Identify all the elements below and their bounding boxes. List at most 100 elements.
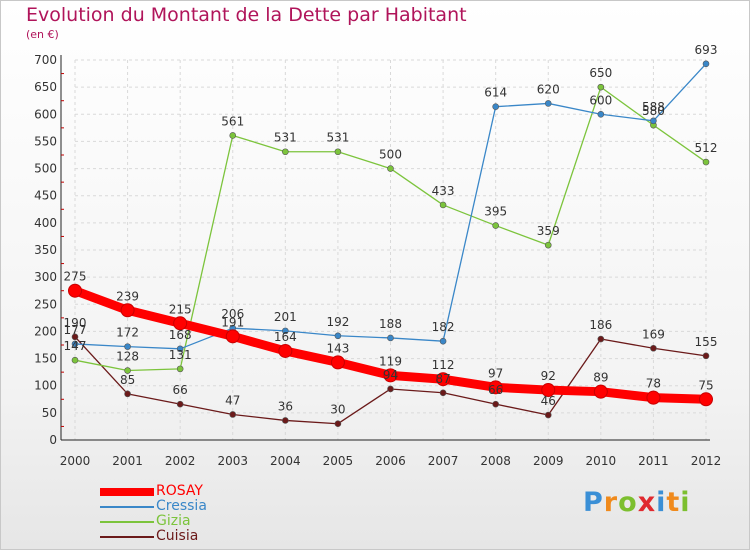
y-tick-label: 0: [49, 433, 57, 447]
data-point-cressia: [597, 110, 605, 118]
data-point-cressia: [439, 337, 447, 345]
y-tick-label: 650: [34, 80, 57, 94]
data-point-rosay: [225, 329, 240, 344]
legend-item-gizia: Gizia: [100, 514, 207, 529]
y-tick-label: 50: [42, 406, 57, 420]
x-tick-label: 2010: [586, 454, 617, 468]
data-point-gizia: [702, 158, 710, 166]
data-label-rosay: 92: [541, 369, 556, 383]
x-tick-label: 2005: [323, 454, 354, 468]
x-tick-label: 2007: [428, 454, 459, 468]
data-label-cressia: 172: [116, 326, 139, 340]
data-label-cuisia: 155: [695, 335, 718, 349]
data-label-gizia: 128: [116, 350, 139, 364]
data-point-cuisia: [176, 400, 184, 408]
data-point-gizia: [492, 222, 499, 229]
y-tick-label: 100: [34, 379, 57, 393]
data-label-gizia: 147: [64, 339, 87, 353]
data-point-rosay: [699, 392, 713, 407]
data-point-rosay: [436, 372, 451, 387]
data-label-cressia: 600: [589, 93, 612, 107]
y-tick-label: 300: [34, 270, 57, 284]
data-label-gizia: 395: [484, 205, 507, 219]
data-label-cuisia: 66: [488, 383, 503, 397]
x-tick-label: 2000: [60, 454, 91, 468]
data-label-rosay: 89: [593, 371, 608, 385]
data-point-cressia: [282, 327, 289, 335]
data-point-rosay: [593, 384, 608, 399]
data-point-cuisia: [124, 390, 131, 398]
y-tick-label: 400: [34, 216, 57, 230]
y-tick-label: 500: [34, 162, 57, 176]
y-tick-label: 550: [34, 134, 57, 148]
legend-item-rosay: ROSAY: [100, 484, 207, 499]
data-point-gizia: [282, 148, 289, 156]
data-label-gizia: 512: [695, 141, 718, 155]
legend-swatch: [100, 535, 154, 538]
data-label-gizia: 500: [379, 148, 402, 162]
data-label-gizia: 531: [326, 131, 349, 145]
data-point-cressia: [387, 334, 394, 342]
x-tick-label: 2008: [480, 454, 511, 468]
y-tick-label: 150: [34, 352, 57, 366]
data-label-rosay: 119: [379, 354, 402, 368]
legend-label: ROSAY: [156, 483, 203, 499]
x-tick-label: 2009: [533, 454, 564, 468]
data-label-rosay: 215: [169, 302, 192, 316]
data-point-cressia: [71, 340, 79, 348]
legend-swatch: [100, 487, 154, 496]
data-label-cuisia: 169: [642, 327, 665, 341]
data-point-cressia: [544, 100, 552, 107]
data-point-cuisia: [650, 344, 657, 352]
data-label-rosay: 164: [274, 330, 297, 344]
x-tick-label: 2011: [638, 454, 669, 468]
data-label-cressia: 614: [484, 86, 507, 100]
chart-unit: (en €): [26, 28, 59, 41]
y-tick-label: 450: [34, 189, 57, 203]
y-tick-label: 350: [34, 243, 57, 257]
data-point-rosay: [68, 283, 82, 298]
data-point-cressia: [176, 345, 184, 353]
data-point-rosay: [541, 383, 556, 398]
data-label-cuisia: 87: [435, 372, 450, 386]
data-label-gizia: 650: [589, 66, 612, 80]
data-point-gizia: [387, 165, 394, 172]
y-tick-label: 250: [34, 297, 57, 311]
data-label-cuisia: 66: [173, 383, 188, 397]
data-label-gizia: 131: [169, 348, 192, 362]
data-point-cuisia: [334, 420, 342, 428]
data-point-cuisia: [702, 352, 710, 360]
data-label-rosay: 97: [488, 366, 503, 380]
data-point-cuisia: [229, 411, 237, 418]
data-label-rosay: 143: [326, 341, 349, 355]
data-point-rosay: [488, 380, 503, 395]
legend-swatch: [100, 505, 154, 508]
data-label-cressia: 693: [695, 43, 718, 57]
legend-label: Cressia: [156, 498, 207, 514]
x-tick-label: 2001: [112, 454, 143, 468]
data-point-gizia: [229, 132, 237, 139]
data-point-cuisia: [439, 389, 447, 397]
data-label-cressia: 177: [64, 323, 87, 337]
data-point-cuisia: [597, 335, 605, 343]
data-point-gizia: [334, 148, 342, 156]
data-point-cuisia: [387, 385, 394, 393]
x-tick-label: 2012: [691, 454, 722, 468]
data-label-cressia: 192: [326, 315, 349, 329]
x-tick-label: 2006: [375, 454, 406, 468]
data-point-rosay: [646, 390, 661, 405]
data-point-gizia: [439, 201, 447, 209]
data-point-cuisia: [544, 411, 552, 419]
x-tick-label: 2002: [165, 454, 196, 468]
data-point-cressia: [124, 343, 131, 350]
data-point-gizia: [176, 365, 184, 373]
data-label-cressia: 201: [274, 310, 297, 324]
data-point-rosay: [278, 343, 293, 358]
data-point-gizia: [597, 83, 605, 91]
legend-label: Cuisia: [156, 528, 199, 544]
data-label-cressia: 168: [169, 328, 192, 342]
data-label-cressia: 188: [379, 317, 402, 331]
data-label-cuisia: 190: [64, 316, 87, 330]
data-point-cuisia: [492, 400, 499, 408]
